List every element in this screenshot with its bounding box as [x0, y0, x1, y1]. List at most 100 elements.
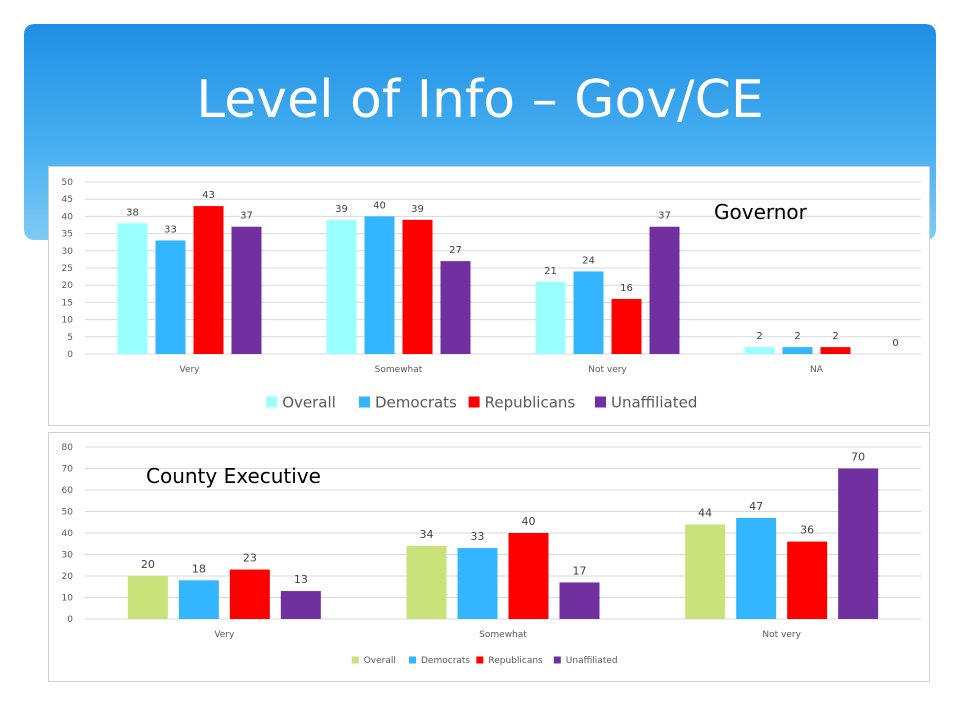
legend-swatch-democrats [409, 656, 416, 664]
data-label: 0 [892, 338, 898, 349]
data-label: 33 [164, 224, 177, 235]
y-tick-label: 45 [62, 195, 73, 205]
y-tick-label: 0 [67, 350, 73, 360]
legend-label-republicans: Republicans [485, 393, 576, 411]
y-tick-label: 40 [62, 529, 74, 539]
bar-democrats [782, 347, 813, 354]
y-tick-label: 35 [62, 230, 73, 240]
bar-unaffiliated [440, 261, 471, 354]
y-tick-label: 20 [62, 572, 74, 582]
data-label: 13 [294, 573, 308, 586]
x-tick-label: NA [810, 365, 824, 375]
data-label: 33 [471, 530, 485, 543]
y-tick-label: 5 [67, 333, 73, 343]
data-label: 36 [800, 524, 814, 537]
y-tick-label: 60 [62, 486, 74, 496]
data-label: 40 [522, 515, 536, 528]
bar-democrats [364, 216, 395, 354]
bar-unaffiliated [838, 468, 879, 619]
data-label: 40 [373, 200, 386, 211]
legend-label-republicans: Republicans [488, 656, 543, 666]
x-tick-label: Not very [588, 365, 627, 375]
legend-swatch-democrats [359, 396, 370, 408]
y-tick-label: 50 [62, 178, 74, 188]
bar-unaffiliated [559, 582, 600, 619]
county-executive-annotation: County Executive [146, 464, 321, 488]
data-label: 20 [141, 558, 155, 571]
bar-democrats [736, 517, 777, 619]
bar-republicans [402, 219, 433, 354]
y-tick-label: 25 [62, 264, 73, 274]
data-label: 37 [658, 211, 671, 222]
county-executive-chart: 0 10 20 30 40 50 60 70 80 20 18 23 13 Very 34 33 40 17 Som… [62, 443, 921, 666]
bar-democrats [457, 548, 498, 619]
y-tick-label: 70 [62, 465, 74, 475]
bar-republicans [193, 206, 224, 354]
bar-overall [117, 223, 148, 354]
y-tick-label: 20 [62, 281, 74, 291]
county-executive-chart-panel: 0 10 20 30 40 50 60 70 80 20 18 23 13 Very 34 33 40 17 Som… [48, 432, 930, 682]
bar-republicans [508, 533, 549, 619]
y-tick-label: 30 [62, 247, 74, 257]
bar-unaffiliated [231, 226, 262, 354]
data-label: 2 [756, 331, 762, 342]
legend-swatch-republicans [476, 656, 484, 664]
data-label: 23 [243, 552, 257, 565]
data-label: 17 [573, 564, 587, 577]
bar-democrats [573, 271, 604, 354]
legend-swatch-overall [351, 656, 359, 664]
x-tick-label: Somewhat [375, 365, 423, 375]
governor-chart-panel: 0 5 10 15 20 25 30 35 40 45 50 38 33 43 37 Very 39 40 39 27… [48, 166, 930, 426]
data-label: 47 [749, 500, 763, 513]
y-tick-label: 50 [62, 508, 74, 518]
legend-label-overall: Overall [282, 393, 336, 411]
legend-label-unaffiliated: Unaffiliated [566, 656, 618, 666]
data-label: 38 [126, 207, 139, 218]
y-tick-label: 80 [62, 443, 74, 453]
y-tick-label: 15 [62, 298, 73, 308]
y-tick-label: 0 [67, 615, 73, 625]
data-label: 39 [335, 204, 348, 215]
legend-swatch-republicans [468, 396, 480, 408]
legend-label-democrats: Democrats [375, 393, 457, 411]
bar-democrats [178, 580, 219, 619]
data-label: 43 [202, 190, 215, 201]
governor-annotation: Governor [714, 200, 807, 224]
bar-overall [326, 219, 357, 354]
legend-label-unaffiliated: Unaffiliated [611, 393, 697, 411]
data-label: 18 [192, 562, 206, 575]
y-tick-label: 10 [62, 594, 74, 604]
y-tick-label: 10 [62, 316, 74, 326]
slide-title: Level of Info – Gov/CE [196, 70, 764, 130]
data-label: 16 [620, 283, 633, 294]
data-label: 2 [794, 331, 800, 342]
x-tick-label: Somewhat [479, 630, 527, 640]
legend-swatch-unaffiliated [553, 656, 561, 664]
data-label: 27 [449, 245, 462, 256]
bar-republicans [820, 347, 851, 354]
data-label: 21 [544, 266, 557, 277]
data-label: 39 [411, 204, 424, 215]
legend-label-democrats: Democrats [421, 656, 470, 666]
data-label: 44 [698, 506, 712, 519]
bar-overall [685, 524, 726, 619]
bar-overall [127, 576, 168, 619]
bar-republicans [787, 541, 828, 619]
bar-republicans [229, 569, 270, 619]
legend-swatch-unaffiliated [595, 396, 606, 408]
bar-overall [406, 545, 447, 619]
x-tick-label: Very [214, 630, 235, 640]
y-tick-label: 40 [62, 212, 74, 222]
data-label: 24 [582, 255, 595, 266]
data-label: 34 [420, 528, 434, 541]
bar-overall [535, 281, 566, 354]
bar-unaffiliated [649, 226, 680, 354]
bar-democrats [155, 240, 186, 354]
bar-unaffiliated [280, 591, 321, 619]
data-label: 2 [832, 331, 838, 342]
data-label: 37 [240, 211, 253, 222]
y-tick-label: 30 [62, 551, 74, 561]
x-tick-label: Not very [762, 630, 801, 640]
bar-overall [744, 347, 775, 354]
